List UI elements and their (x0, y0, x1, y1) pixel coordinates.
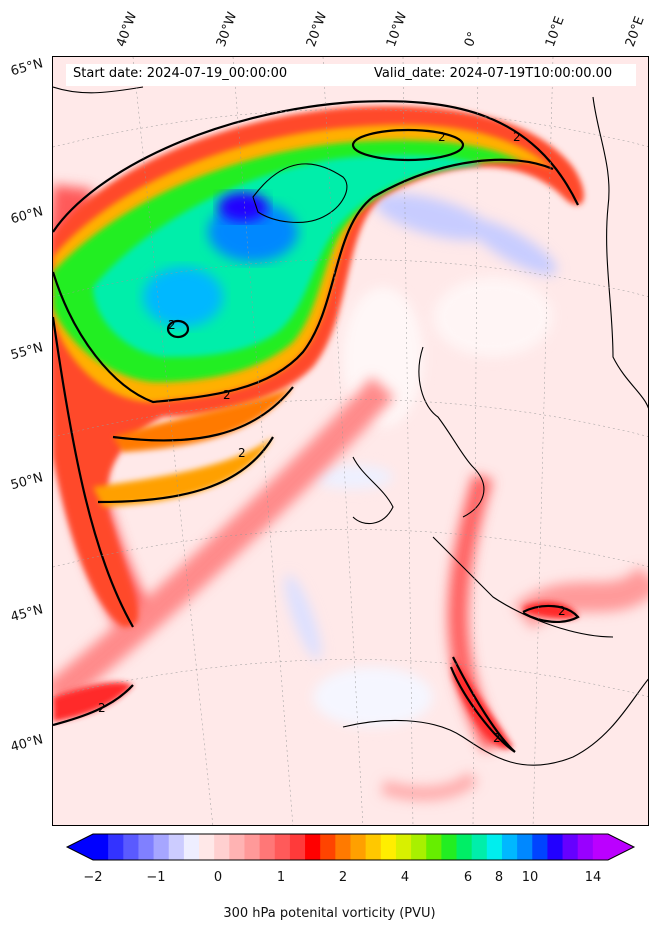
colorbar-swatch (289, 834, 306, 860)
contour-label: 2 (98, 701, 106, 715)
colorbar-swatch (259, 834, 276, 860)
coastlines (53, 86, 648, 766)
colorbar-tick: 0 (213, 870, 223, 885)
colorbar-tick: 1 (276, 870, 286, 885)
pv-contours (53, 100, 580, 753)
contour-label: 2 (223, 388, 231, 402)
contour-label: 2 (513, 130, 521, 144)
contour-label: 2 (493, 731, 501, 745)
contour-labels: 2 2 2 2 2 2 2 2 (98, 130, 566, 745)
start-date: Start date: 2024-07-19_00:00:00 (73, 66, 288, 81)
lon-label: 30°W (213, 10, 241, 49)
contour-label: 2 (168, 318, 176, 332)
lat-label: 50°N (9, 470, 45, 494)
pv-field: 2 2 2 2 2 2 2 2 (53, 57, 648, 825)
colorbar-swatch (123, 834, 139, 860)
colorbar-label: 300 hPa potenital vorticity (PVU) (223, 906, 436, 921)
colorbar-swatch (486, 834, 503, 860)
header-bar (66, 64, 636, 86)
colorbar-swatch (168, 834, 185, 860)
colorbar-tick: 14 (584, 870, 602, 885)
colorbar-swatch (274, 834, 291, 860)
colorbar-swatch (380, 834, 397, 860)
colorbar-swatch (426, 834, 442, 860)
colorbar-tick: 4 (400, 870, 410, 885)
colorbar-swatch (501, 834, 518, 860)
colorbar-tick: 8 (494, 870, 504, 885)
contour-label: 2 (238, 446, 246, 460)
colorbar-swatch (93, 834, 109, 860)
lat-label: 40°N (9, 732, 45, 756)
colorbar-swatch (138, 834, 155, 860)
colorbar-swatch (395, 834, 412, 860)
lat-label: 60°N (9, 204, 45, 228)
colorbar-swatch (108, 834, 124, 860)
colorbar-swatch (229, 834, 245, 860)
colorbar-swatch (562, 834, 579, 860)
negative-pv-patches (284, 193, 557, 727)
colorbar-swatch (199, 834, 215, 860)
lat-label: 45°N (9, 602, 45, 626)
colorbar-swatch (517, 834, 533, 860)
colorbar-swatch (320, 834, 336, 860)
colorbar-swatch (577, 834, 594, 860)
colorbar-swatch (441, 834, 458, 860)
colorbar-swatch (411, 834, 427, 860)
colorbar-swatch (547, 834, 564, 860)
colorbar-swatch (244, 834, 261, 860)
colorbar-tick: −2 (83, 870, 103, 885)
colorbar-swatch (456, 834, 473, 860)
colorbar-outline (65, 833, 636, 861)
lon-label: 20°E (622, 14, 648, 50)
lon-label: 0° (461, 29, 482, 49)
colorbar-swatch (592, 834, 609, 860)
colorbar-swatch (305, 834, 321, 860)
colorbar-swatch (153, 834, 170, 860)
graticule (53, 57, 648, 825)
colorbar-swatches (65, 833, 636, 861)
lon-label: 40°W (113, 10, 141, 49)
colorbar-tick: −1 (146, 870, 166, 885)
colorbar-extend-max (608, 834, 634, 860)
lat-label: 55°N (9, 340, 45, 364)
valid-date: Valid_date: 2024-07-19T10:00:00.00 (374, 66, 613, 81)
colorbar-swatch (532, 834, 548, 860)
contour-label: 2 (438, 130, 446, 144)
colorbar-tick: 10 (521, 870, 539, 885)
lon-label: 10°E (542, 14, 568, 50)
lon-label: 20°W (303, 10, 331, 49)
colorbar-tick: 6 (463, 870, 473, 885)
pv-map: 2 2 2 2 2 2 2 2 (52, 56, 649, 826)
colorbar-swatch (350, 834, 367, 860)
pv-streamer (53, 106, 584, 628)
colorbar-swatch (365, 834, 382, 860)
colorbar-swatch (183, 834, 200, 860)
colorbar-swatch (335, 834, 351, 860)
colorbar-extend-min (67, 834, 93, 860)
colorbar-tick: 2 (338, 870, 348, 885)
pv-tongues (53, 387, 578, 749)
colorbar-swatch (471, 834, 488, 860)
lat-label: 65°N (9, 56, 45, 80)
colorbar-swatch (214, 834, 230, 860)
colorbar (65, 833, 636, 861)
lon-label: 10°W (383, 10, 411, 49)
contour-label: 2 (558, 604, 566, 618)
